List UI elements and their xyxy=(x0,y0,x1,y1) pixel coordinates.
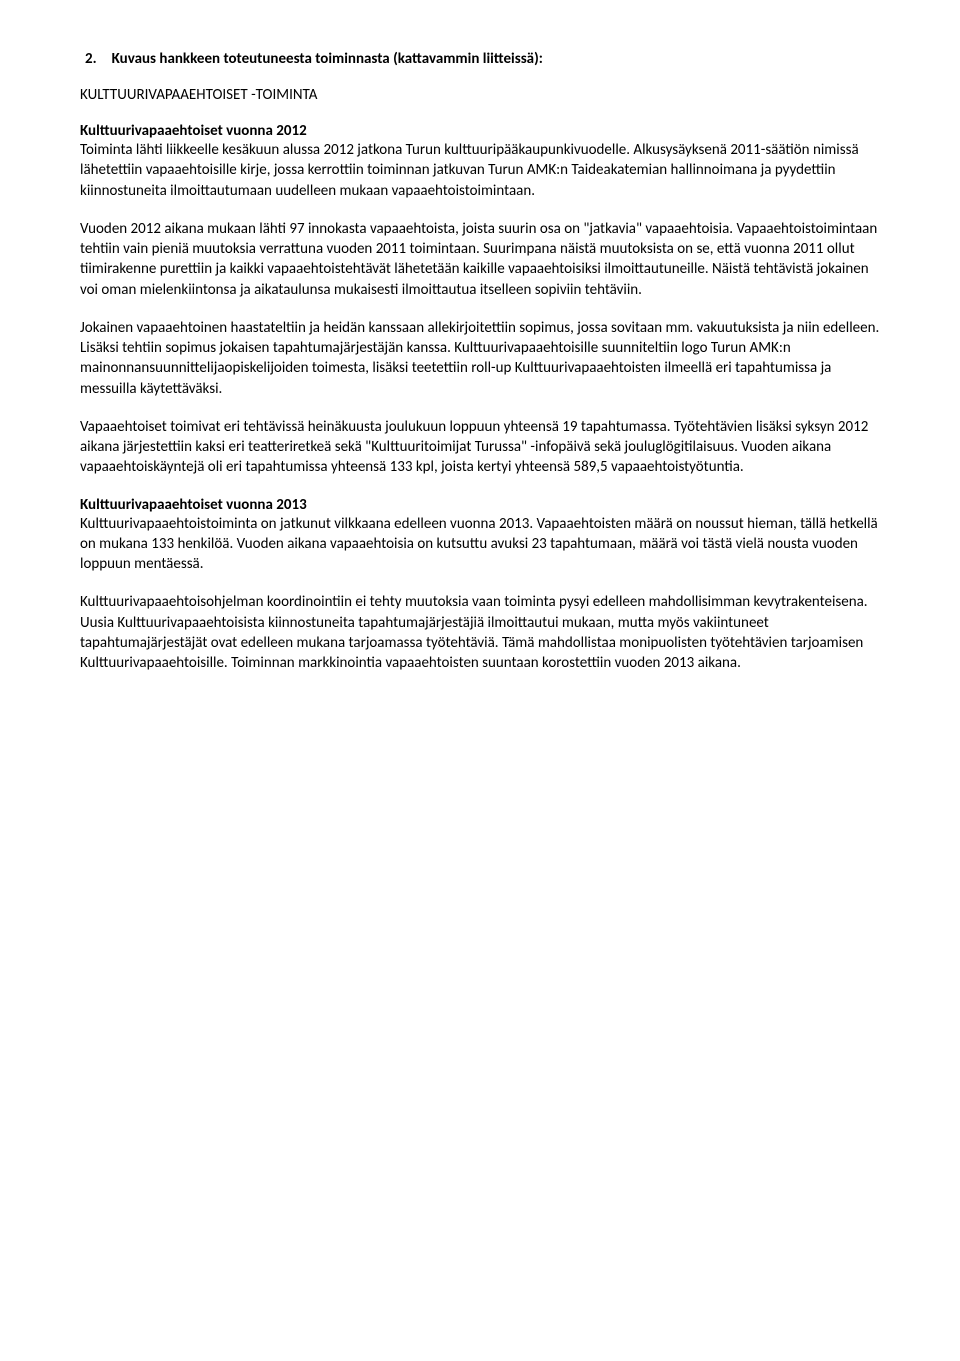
paragraph-2012-1: Toiminta lähti liikkeelle kesäkuun aluss… xyxy=(80,140,880,201)
section-2012: Kulttuurivapaaehtoiset vuonna 2012 Toimi… xyxy=(80,122,880,201)
paragraph-2013-1: Kulttuurivapaaehtoistoiminta on jatkunut… xyxy=(80,514,880,575)
paragraph-2012-4: Vapaaehtoiset toimivat eri tehtävissä he… xyxy=(80,417,880,478)
heading-text: Kuvaus hankkeen toteutuneesta toiminnast… xyxy=(112,50,543,68)
paragraph-2012-2: Vuoden 2012 aikana mukaan lähti 97 innok… xyxy=(80,219,880,300)
subheading-2013: Kulttuurivapaaehtoiset vuonna 2013 xyxy=(80,496,880,514)
paragraph-2013-2: Kulttuurivapaaehtoisohjelman koordinoint… xyxy=(80,592,880,673)
paragraph-2012-3: Jokainen vapaaehtoinen haastateltiin ja … xyxy=(80,318,880,399)
section-heading: 2. Kuvaus hankkeen toteutuneesta toiminn… xyxy=(80,50,880,68)
subheading-2012: Kulttuurivapaaehtoiset vuonna 2012 xyxy=(80,122,880,140)
section-label: KULTTUURIVAPAAEHTOISET -TOIMINTA xyxy=(80,86,880,104)
heading-number: 2. xyxy=(80,50,112,68)
section-2013: Kulttuurivapaaehtoiset vuonna 2013 Kultt… xyxy=(80,496,880,575)
